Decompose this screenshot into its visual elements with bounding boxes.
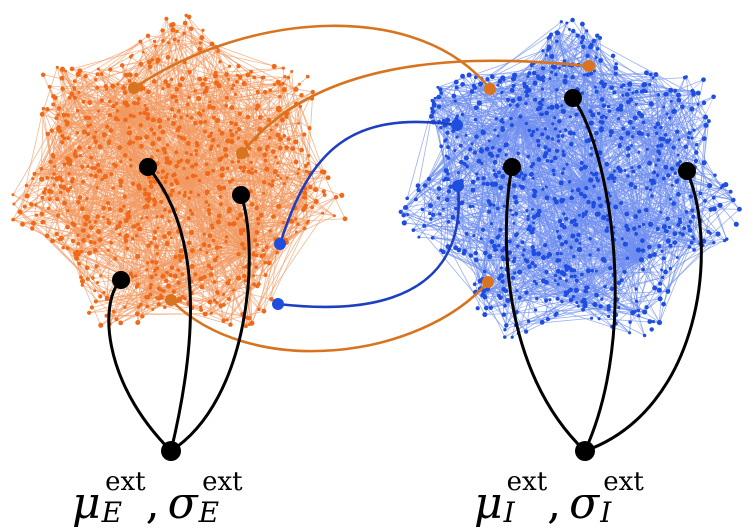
highlighted-neurons: [112, 60, 696, 461]
e-neuron-source-1: [128, 82, 140, 94]
i-neuron-source-1: [451, 119, 463, 131]
e-neuron-source-2: [236, 147, 248, 159]
i-to-e-arc-1: [278, 120, 458, 245]
i-neuron-external-2: [503, 158, 521, 176]
e-to-i-arc-1: [133, 24, 492, 90]
i-neuron-external-1: [564, 89, 582, 107]
external-source-i: [575, 441, 595, 461]
external-arc-i-2: [571, 97, 617, 452]
external-source-e: [161, 441, 181, 461]
e-neuron-external-1: [139, 158, 157, 176]
external-arc-i-1: [504, 166, 587, 453]
excitatory-nodes: [11, 13, 348, 329]
e-neuron-source-3: [165, 294, 177, 306]
external-inputs: [107, 97, 703, 453]
e-neuron-target-1: [274, 238, 286, 250]
e-to-i-arc-2: [240, 59, 590, 154]
i-neuron-target-3: [482, 276, 494, 288]
external-arc-e-2: [146, 166, 192, 452]
i-to-e-arc-2: [277, 185, 460, 309]
i-neuron-source-2: [452, 180, 464, 192]
external-arc-e-1: [107, 278, 173, 453]
label-inhibitory-external: μIext, σIext: [474, 467, 644, 528]
excitatory-population: [11, 13, 348, 329]
label-excitatory-external: μEext, σEext: [72, 467, 243, 528]
e-neuron-external-3: [112, 271, 130, 289]
i-neuron-external-3: [678, 162, 696, 180]
i-neuron-target-1: [484, 83, 496, 95]
e-neuron-target-2: [272, 298, 284, 310]
i-to-e-projections: [277, 120, 460, 309]
e-to-i-projections: [133, 24, 590, 353]
external-arc-e-3: [170, 194, 251, 453]
inhibitory-nodes: [398, 17, 742, 339]
i-neuron-target-2: [583, 60, 595, 72]
e-to-i-arc-3: [170, 281, 489, 353]
e-neuron-external-2: [232, 186, 250, 204]
external-arc-i-3: [584, 170, 703, 453]
